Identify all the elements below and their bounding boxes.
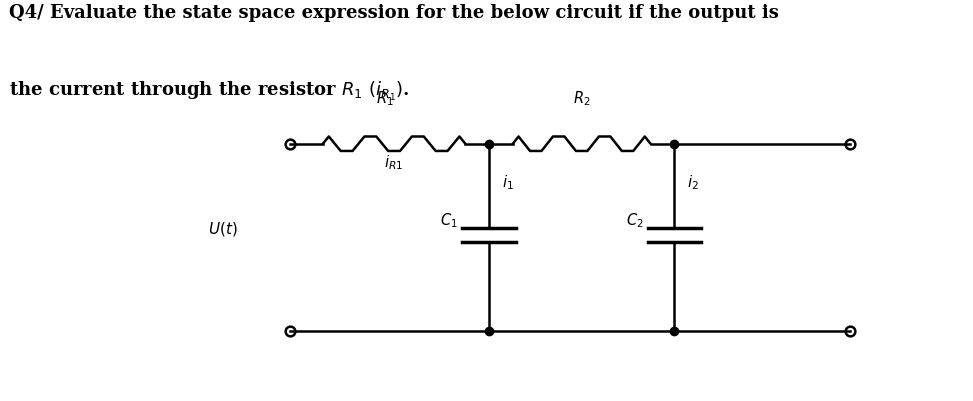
Text: $C_1$: $C_1$ [441,211,458,230]
Text: $i_{R1}$: $i_{R1}$ [384,153,404,172]
Text: $U(t)$: $U(t)$ [208,220,238,237]
Text: the current through the resistor $R_1$ $(i_{R_1})$.: the current through the resistor $R_1$ $… [10,80,411,103]
Text: $C_2$: $C_2$ [626,211,643,230]
Text: $R_1$: $R_1$ [376,89,393,107]
Text: $i_2$: $i_2$ [687,173,700,192]
Text: $R_2$: $R_2$ [573,89,591,107]
Text: $i_1$: $i_1$ [502,173,514,192]
Text: Q4/ Evaluate the state space expression for the below circuit if the output is: Q4/ Evaluate the state space expression … [10,4,779,22]
